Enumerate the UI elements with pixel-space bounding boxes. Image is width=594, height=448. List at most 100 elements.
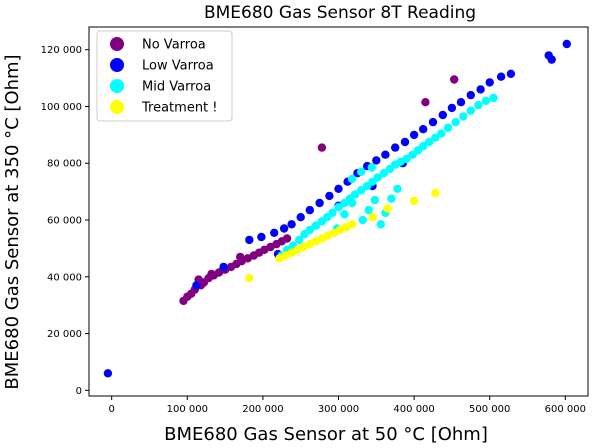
legend-label: Mid Varroa (142, 80, 211, 95)
y-tick-label: 0 (76, 386, 82, 397)
data-point-s0-25 (317, 143, 327, 152)
data-point-s2-32 (466, 106, 475, 115)
data-point-s1-19 (400, 137, 410, 147)
x-tick-label: 500 000 (469, 404, 510, 415)
x-tick-label: 100 000 (167, 404, 208, 415)
data-point-s1-25 (456, 98, 466, 107)
data-point-s2-46 (347, 174, 357, 184)
data-point-s3-16 (409, 196, 419, 205)
data-point-s1-1 (192, 281, 201, 290)
data-point-s2-42 (376, 220, 385, 229)
data-point-s2-38 (347, 198, 357, 208)
y-tick-label: 120 000 (41, 45, 82, 56)
data-point-s1-2 (219, 262, 228, 272)
data-point-s2-27 (431, 133, 440, 142)
data-point-s2-26 (425, 137, 434, 147)
x-tick-label: 400 000 (393, 404, 434, 415)
x-tick-label: 300 000 (318, 404, 359, 415)
data-point-s1-29 (496, 72, 506, 81)
data-point-s1-36 (547, 55, 556, 64)
data-point-s1-4 (257, 232, 266, 242)
data-point-s1-8 (296, 213, 305, 222)
data-point-s3-14 (368, 213, 377, 222)
data-point-s2-3 (295, 235, 304, 245)
y-tick-label: 100 000 (41, 102, 82, 113)
data-point-s2-40 (364, 205, 373, 215)
data-point-s1-27 (476, 85, 485, 94)
data-point-s2-28 (437, 129, 446, 138)
data-point-s2-14 (357, 186, 366, 195)
data-point-s2-48 (367, 163, 376, 172)
legend: No Varroa Low Varroa Mid Varroa Treatment ! (96, 30, 233, 122)
data-point-s2-13 (350, 190, 360, 199)
y-tick-label: 60 000 (47, 216, 82, 227)
data-point-s0-24 (236, 252, 245, 262)
legend-label: Treatment ! (141, 101, 218, 116)
data-point-s2-41 (370, 195, 379, 205)
data-point-s2-39 (358, 215, 367, 225)
legend-label: Low Varroa (142, 59, 214, 74)
data-point-s1-26 (466, 90, 475, 100)
data-point-s2-47 (357, 167, 366, 176)
data-point-s1-9 (305, 205, 314, 215)
data-point-s1-10 (315, 198, 324, 208)
plot-points (103, 39, 571, 378)
data-point-s1-23 (438, 110, 447, 120)
data-point-s2-34 (481, 96, 491, 106)
chart-title: BME680 Gas Sensor 8T Reading (204, 3, 476, 23)
data-point-s2-29 (443, 123, 453, 132)
data-point-s2-22 (402, 154, 411, 164)
data-point-s1-18 (391, 143, 400, 152)
data-point-s2-44 (387, 194, 396, 203)
data-point-s1-16 (372, 156, 381, 165)
data-point-s1-30 (506, 69, 516, 79)
data-point-s1-5 (270, 228, 279, 237)
data-point-s1-6 (279, 224, 289, 233)
legend-label: No Varroa (142, 38, 206, 53)
legend-frame (96, 30, 233, 122)
data-point-s2-25 (419, 142, 428, 151)
data-point-s2-35 (489, 93, 498, 103)
x-axis-label: BME680 Gas Sensor at 50 °C [Ohm] (164, 424, 488, 445)
data-point-s2-33 (474, 100, 483, 110)
x-tick-label: 600 000 (545, 404, 586, 415)
legend-marker (110, 79, 124, 93)
y-tick-label: 40 000 (47, 272, 82, 283)
data-point-s2-6 (311, 221, 320, 230)
y-tick-label: 80 000 (47, 159, 82, 170)
data-point-s1-12 (334, 184, 343, 193)
x-tick-label: 0 (108, 404, 114, 415)
y-tick-label: 20 000 (47, 329, 82, 340)
data-point-s3-17 (431, 188, 440, 198)
legend-marker (110, 37, 124, 51)
data-point-s3-0 (245, 274, 254, 283)
data-point-s1-20 (409, 130, 419, 140)
data-point-s0-20 (282, 234, 292, 243)
data-point-s2-31 (459, 112, 468, 121)
data-point-s2-17 (373, 173, 382, 182)
data-point-s1-17 (381, 150, 390, 159)
data-point-s1-0 (103, 369, 113, 378)
data-point-s2-45 (393, 184, 402, 193)
data-point-s3-15 (383, 204, 392, 213)
data-point-s2-5 (305, 225, 314, 235)
y-axis-ticks: 0 20 000 40 000 60 000 80 000 100 000 120 000 (41, 45, 89, 397)
data-point-s2-10 (334, 203, 343, 212)
data-point-s3-13 (347, 220, 357, 229)
x-axis-ticks: 0 100 000 200 000 300 000 400 000 500 000 600 … (108, 396, 586, 415)
data-point-s1-22 (428, 117, 438, 127)
data-point-s1-11 (325, 191, 334, 201)
data-point-s1-28 (485, 78, 494, 87)
data-point-s2-18 (379, 169, 389, 178)
data-point-s0-22 (207, 269, 216, 279)
data-point-s2-9 (328, 208, 337, 218)
data-point-s1-7 (287, 220, 296, 229)
data-point-s1-24 (447, 103, 457, 113)
data-point-s1-3 (245, 235, 254, 245)
data-point-s1-21 (419, 125, 428, 134)
legend-marker (110, 58, 124, 72)
data-point-s0-26 (421, 98, 430, 107)
data-point-s0-27 (450, 75, 459, 84)
y-axis-label: BME680 Gas Sensor at 350 °C [Ohm] (2, 54, 23, 389)
